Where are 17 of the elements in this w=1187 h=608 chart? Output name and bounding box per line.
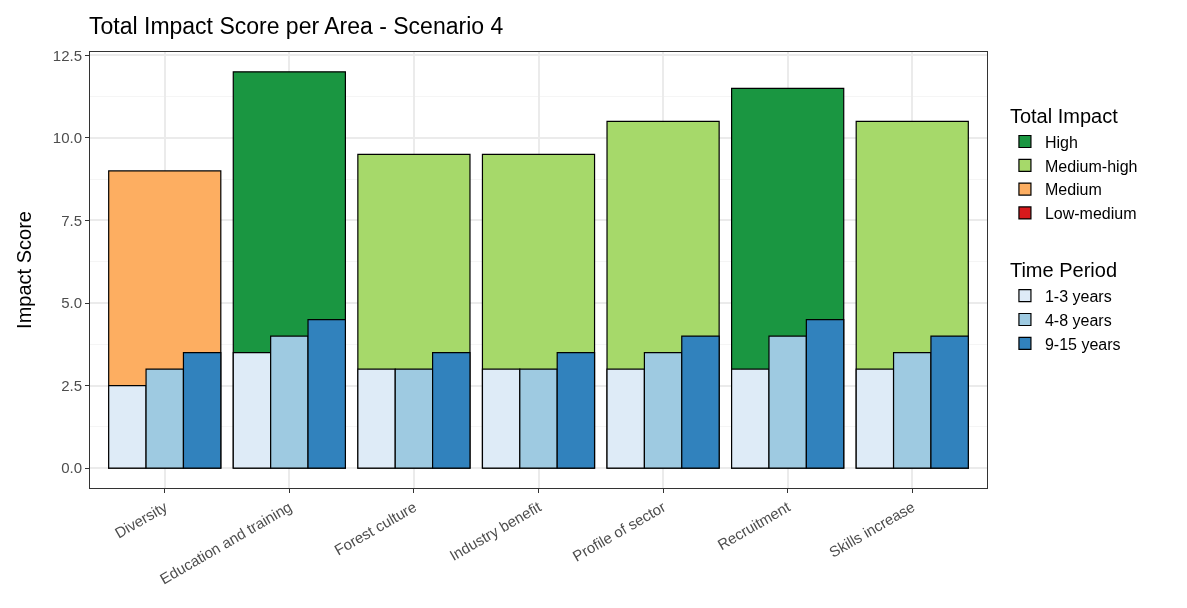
legend-label: High	[1044, 133, 1078, 151]
legend-label: Low-medium	[1044, 205, 1137, 223]
legend-label: Medium	[1044, 181, 1102, 199]
legend-label: 9-15 years	[1044, 335, 1121, 353]
legend-label: Medium-high	[1044, 157, 1138, 175]
y-axis-title: Impact Score	[13, 211, 36, 329]
text: Total Impact	[1009, 104, 1118, 127]
y-tick-label: 2.5	[61, 376, 82, 394]
legend-label: 1-3 years	[1044, 287, 1112, 305]
y-tick-label: 7.5	[61, 211, 82, 229]
legend-label: 4-8 years	[1044, 311, 1112, 329]
y-tick-label: 5.0	[61, 294, 82, 312]
chart-title: Total Impact Score per Area - Scenario 4	[89, 13, 504, 40]
y-tick-label: 10.0	[52, 129, 82, 147]
y-tick-label: 0.0	[61, 459, 82, 477]
y-tick-label: 12.5	[52, 46, 82, 64]
text: Time Period	[1009, 259, 1118, 282]
